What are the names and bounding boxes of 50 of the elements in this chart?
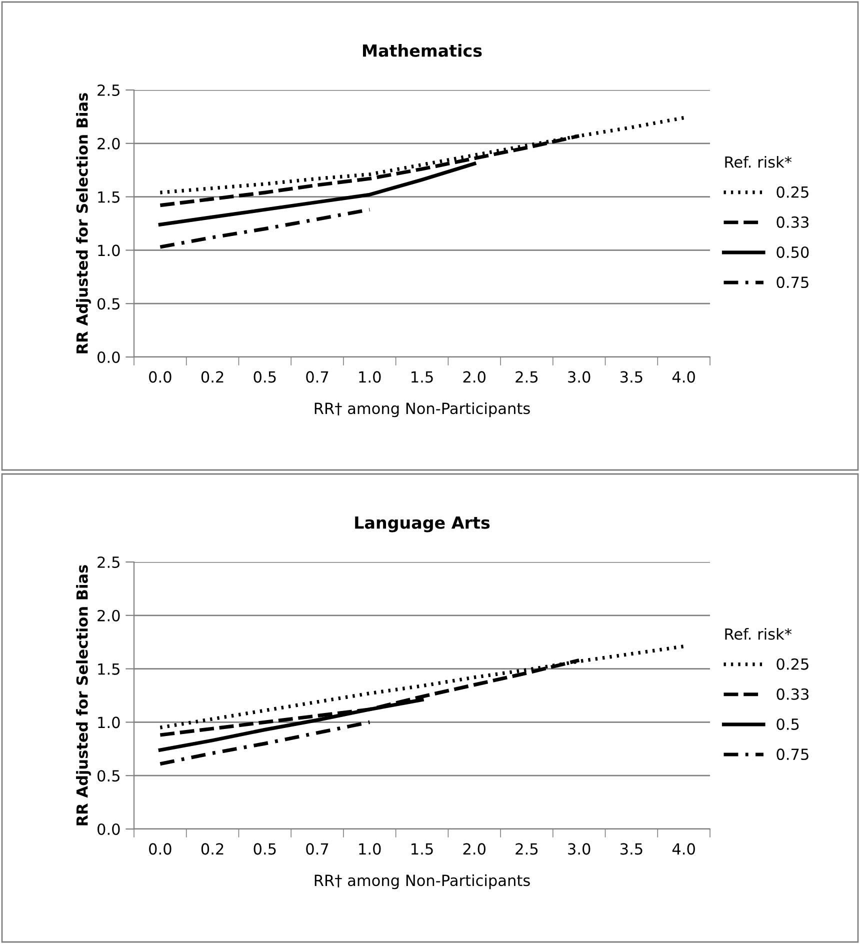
x-tick-label: 0.5 — [254, 843, 276, 855]
y-axis-title: RR Adjusted for Selection Bias — [76, 93, 91, 354]
y-tick-label: 1.5 — [98, 663, 120, 675]
y-tick-label: 1.0 — [98, 244, 120, 256]
x-axis-title: RR† among Non-Participants — [314, 402, 530, 418]
x-tick-label: 3.0 — [568, 371, 590, 383]
legend-label: 0.5 — [776, 718, 799, 730]
legend-label: 0.33 — [776, 216, 808, 228]
x-tick-label: 2.0 — [463, 371, 486, 383]
y-tick-label: 0.5 — [98, 770, 120, 782]
y-tick-label: 2.0 — [98, 610, 120, 622]
x-tick-label: 3.5 — [620, 843, 642, 855]
x-tick-label: 3.0 — [568, 843, 590, 855]
y-tick-label: 0.0 — [98, 351, 120, 364]
y-tick-label: 1.5 — [98, 191, 120, 203]
x-tick-label: 3.5 — [620, 371, 642, 383]
y-tick-label: 2.5 — [98, 84, 120, 96]
x-tick-label: 1.5 — [412, 371, 433, 383]
y-tick-label: 2.0 — [98, 138, 120, 150]
y-tick-label: 0.0 — [98, 823, 120, 836]
legend-label: 0.75 — [776, 276, 808, 288]
x-tick-label: 0.0 — [149, 371, 172, 383]
y-tick-label: 2.5 — [98, 556, 120, 568]
x-tick-label: 4.0 — [672, 843, 695, 855]
legend-label: 0.75 — [776, 748, 808, 760]
x-axis-title: RR† among Non-Participants — [314, 874, 530, 890]
y-axis-title: RR Adjusted for Selection Bias — [76, 565, 91, 826]
x-tick-label: 2.0 — [463, 843, 486, 855]
x-tick-label: 2.5 — [516, 843, 538, 855]
x-tick-label: 0.0 — [149, 843, 172, 855]
x-tick-label: 1.0 — [359, 371, 381, 383]
legend-label: 0.25 — [776, 186, 808, 198]
x-tick-label: 1.0 — [359, 843, 381, 855]
legend-label: 0.50 — [776, 246, 809, 258]
y-tick-label: 1.0 — [98, 716, 120, 728]
legend-title: Ref. risk* — [725, 628, 792, 640]
legend-label: 0.33 — [776, 688, 808, 700]
x-tick-label: 1.5 — [412, 843, 433, 855]
y-tick-label: 0.5 — [98, 298, 120, 310]
chart-title: Language Arts — [355, 516, 490, 532]
chart-title: Mathematics — [363, 44, 482, 57]
x-tick-label: 0.5 — [254, 371, 276, 383]
x-tick-label: 0.2 — [201, 371, 224, 383]
x-tick-label: 2.5 — [516, 371, 538, 383]
legend-label: 0.25 — [776, 658, 808, 670]
x-tick-label: 0.2 — [201, 843, 224, 855]
legend-title: Ref. risk* — [725, 156, 792, 168]
x-tick-label: 0.7 — [306, 371, 328, 383]
x-tick-label: 0.7 — [306, 843, 328, 855]
x-tick-label: 4.0 — [672, 371, 695, 383]
